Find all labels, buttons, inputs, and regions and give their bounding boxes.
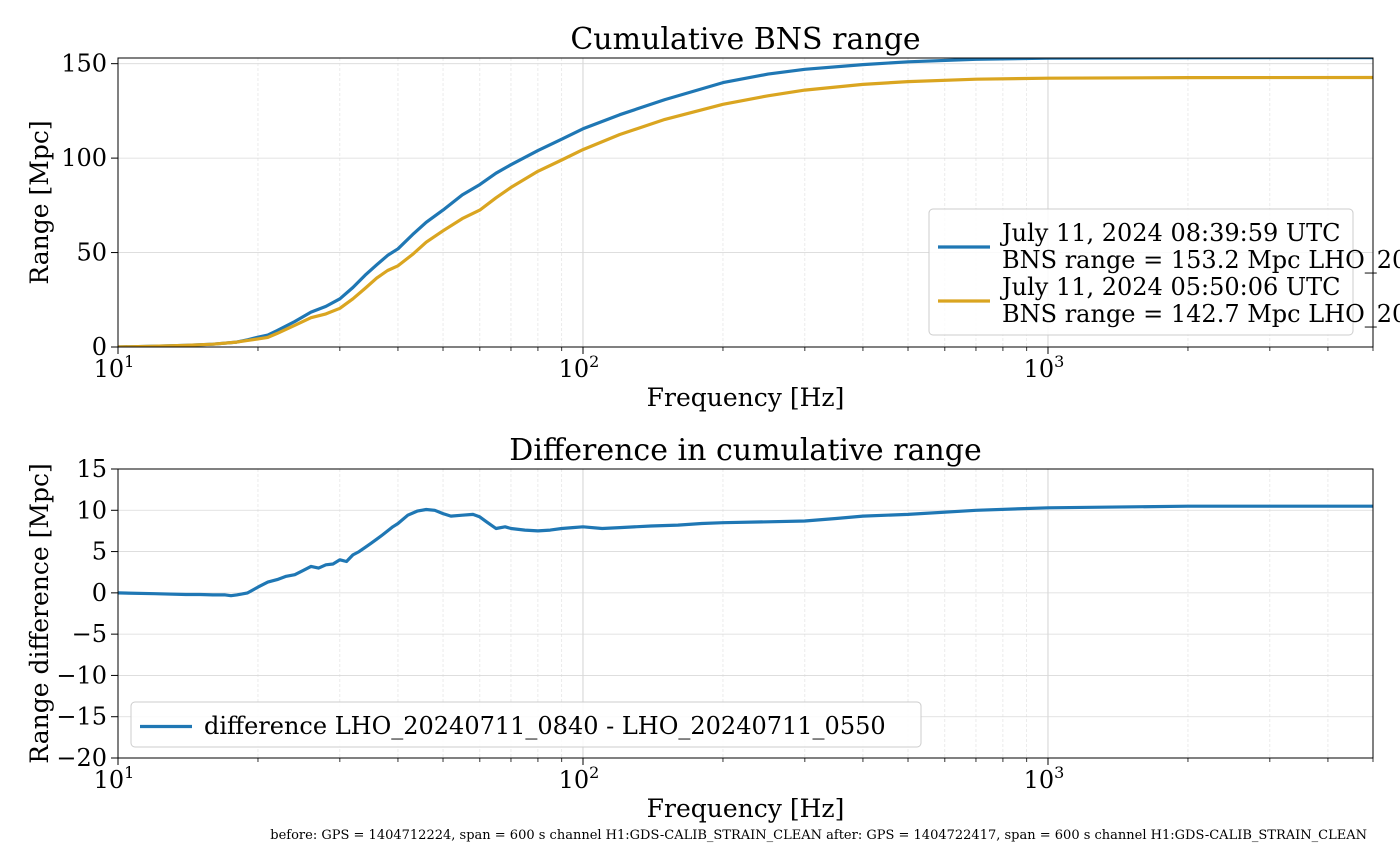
legend-box: [928, 208, 1354, 336]
chart-panel-1: 0 50 100 150 101 102 103 Cumulative BNS range Fr…: [25, 22, 1400, 412]
legend-label: July 11, 2024 05:50:06 UTC: [999, 273, 1340, 301]
y-tick-label: 0: [92, 333, 107, 361]
series-line-1: [118, 504, 1373, 598]
axes-frame: [117, 57, 1374, 348]
y-tick-label: −15: [56, 703, 107, 731]
y-tick-label: 150: [61, 50, 107, 78]
x-tick-label: 103: [1024, 763, 1065, 794]
chart-panel-2: −20 −15 −10 −5 0 5 10 15 101 102 103 Difference in …: [25, 433, 1374, 823]
y-tick-label: −20: [56, 744, 107, 772]
series-line-1: [118, 58, 1373, 347]
y-tick-label: 10: [76, 496, 107, 524]
legend-label: July 11, 2024 08:39:59 UTC: [999, 219, 1340, 247]
x-tick-label: 102: [559, 352, 600, 383]
y-tick-label: 5: [92, 538, 107, 566]
y-tick-label: 50: [76, 239, 107, 267]
x-axis-label: Frequency [Hz]: [647, 794, 845, 823]
chart-title: Difference in cumulative range: [509, 433, 981, 468]
legend-label: BNS range = 153.2 Mpc LHO_20240711_0840: [1002, 246, 1400, 274]
y-tick-label: 15: [76, 455, 107, 483]
x-tick-label: 101: [94, 352, 135, 383]
legend: difference LHO_20240711_0840 - LHO_20240…: [130, 701, 922, 748]
series-line-2: [118, 75, 1373, 347]
y-tick-label: −10: [56, 661, 107, 689]
y-axis-label: Range difference [Mpc]: [25, 463, 54, 763]
y-tick-label: 0: [92, 579, 107, 607]
legend-label: BNS range = 142.7 Mpc LHO_20240711_0550: [1002, 300, 1400, 328]
x-tick-label: 102: [559, 763, 600, 794]
y-tick-label: −5: [72, 620, 107, 648]
x-axis-label: Frequency [Hz]: [647, 383, 845, 412]
chart-title: Cumulative BNS range: [570, 22, 920, 57]
legend-box: [130, 701, 922, 748]
x-tick-label: 101: [94, 763, 135, 794]
legend-label: difference LHO_20240711_0840 - LHO_20240…: [204, 712, 886, 740]
y-axis-label: Range [Mpc]: [25, 120, 54, 284]
x-tick-label: 103: [1024, 352, 1065, 383]
footnote: before: GPS = 1404712224, span = 600 s c…: [270, 828, 1367, 843]
axes-frame: [117, 468, 1374, 759]
y-tick-label: 100: [61, 144, 107, 172]
